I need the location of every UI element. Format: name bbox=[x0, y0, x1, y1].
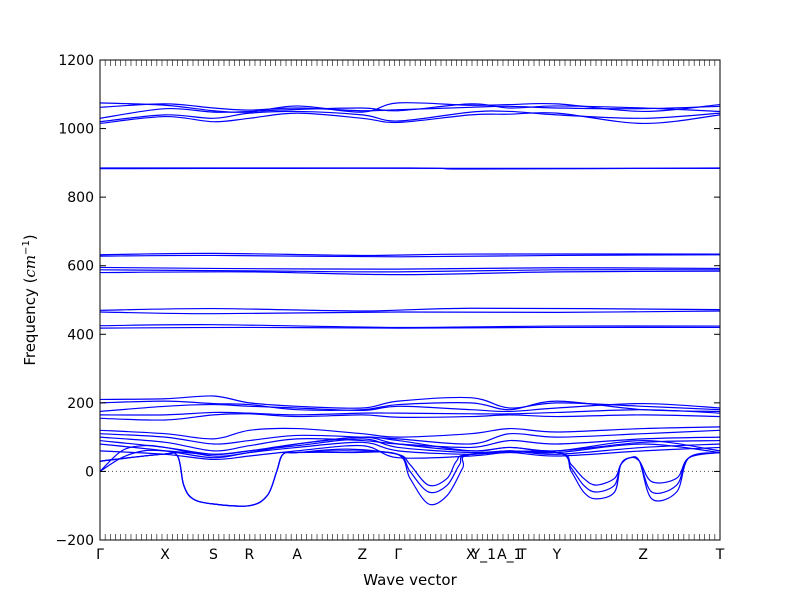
band-line-17 bbox=[100, 395, 720, 411]
y-tick-label: 1000 bbox=[58, 122, 94, 138]
band-line-14 bbox=[100, 310, 720, 315]
x-tick-label-11: T bbox=[517, 547, 527, 563]
x-tick-label-14: T bbox=[715, 547, 725, 563]
band-line-13 bbox=[100, 307, 720, 312]
y-tick-label: −200 bbox=[56, 533, 94, 549]
band-line-8 bbox=[100, 252, 720, 257]
x-tick-label-13: Z bbox=[638, 547, 648, 563]
y-axis-label: Frequency (cm−1) bbox=[21, 234, 39, 365]
y-tick-label: 800 bbox=[67, 190, 94, 206]
x-tick-label-9: Y_1 bbox=[471, 547, 496, 563]
x-tick-label-4: R bbox=[245, 547, 255, 563]
bands-layer bbox=[100, 102, 720, 507]
x-axis: Γ X S R A Z Γ XY_1 A_1T Y Z T bbox=[96, 547, 725, 563]
band-line-16 bbox=[100, 326, 720, 329]
x-tick-label-3: S bbox=[209, 547, 218, 563]
y-tick-label: 600 bbox=[67, 259, 94, 275]
band-line-3 bbox=[100, 103, 720, 119]
band-line-19 bbox=[100, 402, 720, 413]
band-line-9 bbox=[100, 254, 720, 258]
plot-frame bbox=[99, 59, 721, 541]
band-line-10 bbox=[100, 266, 720, 270]
minor-ticks bbox=[99, 60, 721, 540]
band-line-28 bbox=[100, 436, 720, 472]
y-axis-label-close: ) bbox=[21, 234, 39, 240]
band-line-11 bbox=[100, 269, 720, 273]
x-tick-label-6: Z bbox=[357, 547, 367, 563]
x-tick-label-1: Γ bbox=[96, 547, 104, 563]
band-line-20 bbox=[100, 409, 720, 416]
y-tick-label: 200 bbox=[67, 396, 94, 412]
x-tick-label-5: A bbox=[292, 547, 302, 563]
y-tick-label: 0 bbox=[85, 464, 94, 480]
y-axis: −200 0 200 400 600 800 1000 1200 bbox=[56, 53, 720, 549]
y-tick-label: 400 bbox=[67, 327, 94, 343]
x-tick-label-10: A_1 bbox=[497, 547, 522, 563]
band-line-27 bbox=[100, 444, 720, 461]
x-tick-label-7: Γ bbox=[394, 547, 402, 563]
band-line-18 bbox=[100, 400, 720, 413]
band-line-5 bbox=[100, 112, 720, 125]
y-axis-label-main: Frequency ( bbox=[21, 278, 39, 366]
band-line-26 bbox=[100, 441, 720, 459]
y-axis-label-unit: cm bbox=[21, 255, 39, 278]
plot-area bbox=[100, 60, 720, 540]
band-line-15 bbox=[100, 324, 720, 329]
band-line-24 bbox=[100, 436, 720, 452]
x-tick-label-8: X bbox=[466, 547, 476, 563]
band-line-21 bbox=[100, 413, 720, 421]
y-tick-label: 1200 bbox=[58, 53, 94, 69]
band-line-22 bbox=[100, 426, 720, 440]
x-tick-label-12: Y bbox=[552, 547, 562, 563]
band-line-12 bbox=[100, 270, 720, 276]
y-axis-label-exponent: −1 bbox=[21, 240, 32, 255]
band-line-32 bbox=[100, 448, 720, 507]
x-axis-label: Wave vector bbox=[363, 571, 457, 589]
x-tick-label-2: X bbox=[160, 547, 170, 563]
